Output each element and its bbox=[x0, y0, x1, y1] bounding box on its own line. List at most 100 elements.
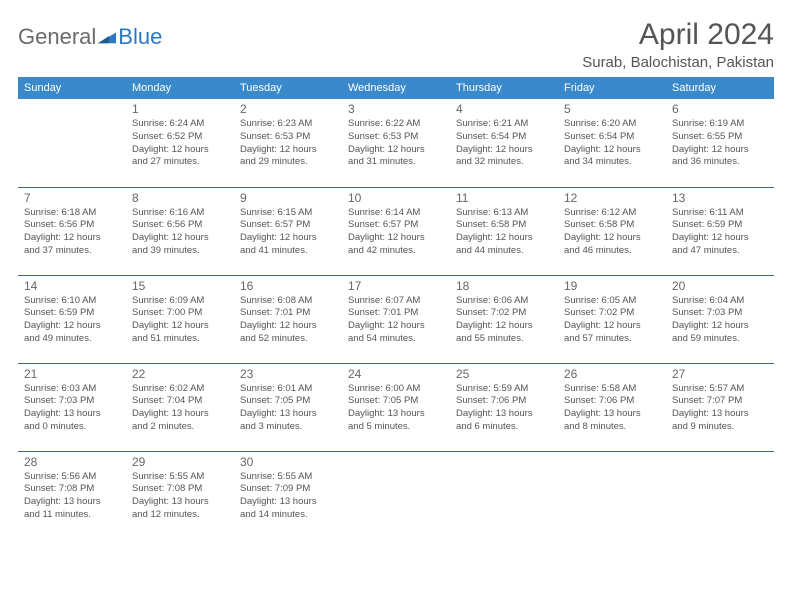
day-cell: 7 Sunrise: 6:18 AMSunset: 6:56 PMDaylight… bbox=[18, 187, 126, 275]
day-info-line: Daylight: 12 hours bbox=[456, 144, 552, 157]
day-info-line: Sunset: 6:52 PM bbox=[132, 131, 228, 144]
day-info-line: Sunrise: 6:03 AM bbox=[24, 383, 120, 396]
day-info-line: Sunset: 6:56 PM bbox=[132, 219, 228, 232]
day-cell: 3Sunrise: 6:22 AMSunset: 6:53 PMDaylight… bbox=[342, 99, 450, 187]
day-label: Monday bbox=[126, 77, 234, 99]
day-info-line: Sunrise: 6:15 AM bbox=[240, 207, 336, 220]
day-info-line: Sunset: 7:02 PM bbox=[564, 307, 660, 320]
day-info-line: Daylight: 13 hours bbox=[456, 408, 552, 421]
day-cell bbox=[666, 451, 774, 539]
week-row: 14Sunrise: 6:10 AMSunset: 6:59 PMDayligh… bbox=[18, 275, 774, 363]
day-cell: 18Sunrise: 6:06 AMSunset: 7:02 PMDayligh… bbox=[450, 275, 558, 363]
day-info: Sunrise: 6:18 AMSunset: 6:56 PMDaylight:… bbox=[24, 207, 120, 258]
day-info-line: Daylight: 12 hours bbox=[456, 232, 552, 245]
day-info-line: and 47 minutes. bbox=[672, 245, 768, 258]
day-info-line: Daylight: 12 hours bbox=[24, 320, 120, 333]
day-info-line: Daylight: 12 hours bbox=[348, 144, 444, 157]
day-info-line: Sunrise: 5:59 AM bbox=[456, 383, 552, 396]
day-info-line: Sunset: 6:54 PM bbox=[456, 131, 552, 144]
day-cell: 17Sunrise: 6:07 AMSunset: 7:01 PMDayligh… bbox=[342, 275, 450, 363]
day-info-line: Sunset: 6:57 PM bbox=[348, 219, 444, 232]
brand-part1: General bbox=[18, 24, 96, 50]
day-label: Saturday bbox=[666, 77, 774, 99]
day-info-line: Daylight: 13 hours bbox=[564, 408, 660, 421]
day-info-line: Sunset: 7:08 PM bbox=[24, 483, 120, 496]
day-info-line: and 0 minutes. bbox=[24, 421, 120, 434]
day-info-line: Sunrise: 6:12 AM bbox=[564, 207, 660, 220]
day-info-line: Sunset: 7:05 PM bbox=[240, 395, 336, 408]
day-number: 7 bbox=[24, 191, 120, 205]
day-number: 13 bbox=[672, 191, 768, 205]
day-cell: 13 Sunrise: 6:11 AMSunset: 6:59 PMDayligh… bbox=[666, 187, 774, 275]
day-info-line: and 29 minutes. bbox=[240, 156, 336, 169]
day-cell: 25Sunrise: 5:59 AMSunset: 7:06 PMDayligh… bbox=[450, 363, 558, 451]
day-info-line: and 11 minutes. bbox=[24, 509, 120, 522]
day-info: Sunrise: 6:05 AMSunset: 7:02 PMDaylight:… bbox=[564, 295, 660, 346]
day-info: Sunrise: 6:08 AMSunset: 7:01 PMDaylight:… bbox=[240, 295, 336, 346]
day-cell: 5Sunrise: 6:20 AMSunset: 6:54 PMDaylight… bbox=[558, 99, 666, 187]
day-cell: 8 Sunrise: 6:16 AMSunset: 6:56 PMDaylight… bbox=[126, 187, 234, 275]
day-info-line: Sunrise: 6:06 AM bbox=[456, 295, 552, 308]
day-number: 25 bbox=[456, 367, 552, 381]
day-cell bbox=[558, 451, 666, 539]
day-cell: 27Sunrise: 5:57 AMSunset: 7:07 PMDayligh… bbox=[666, 363, 774, 451]
day-number: 5 bbox=[564, 102, 660, 116]
day-number: 12 bbox=[564, 191, 660, 205]
day-info: Sunrise: 6:16 AMSunset: 6:56 PMDaylight:… bbox=[132, 207, 228, 258]
day-cell bbox=[450, 451, 558, 539]
day-number: 8 bbox=[132, 191, 228, 205]
day-info-line: Sunrise: 6:11 AM bbox=[672, 207, 768, 220]
day-number: 24 bbox=[348, 367, 444, 381]
week-row: 28Sunrise: 5:56 AMSunset: 7:08 PMDayligh… bbox=[18, 451, 774, 539]
day-info-line: Sunrise: 6:19 AM bbox=[672, 118, 768, 131]
day-info-line: Sunset: 7:07 PM bbox=[672, 395, 768, 408]
day-info: Sunrise: 6:23 AMSunset: 6:53 PMDaylight:… bbox=[240, 118, 336, 169]
day-number: 19 bbox=[564, 279, 660, 293]
day-cell: 11Sunrise: 6:13 AMSunset: 6:58 PMDayligh… bbox=[450, 187, 558, 275]
day-number: 29 bbox=[132, 455, 228, 469]
day-cell: 16Sunrise: 6:08 AMSunset: 7:01 PMDayligh… bbox=[234, 275, 342, 363]
day-number: 11 bbox=[456, 191, 552, 205]
day-info-line: Daylight: 12 hours bbox=[456, 320, 552, 333]
day-info-line: Sunset: 7:02 PM bbox=[456, 307, 552, 320]
day-number: 15 bbox=[132, 279, 228, 293]
day-info-line: Sunrise: 5:56 AM bbox=[24, 471, 120, 484]
day-info: Sunrise: 6:11 AMSunset: 6:59 PMDaylight:… bbox=[672, 207, 768, 258]
day-info-line: Sunrise: 6:13 AM bbox=[456, 207, 552, 220]
day-info-line: Sunset: 7:04 PM bbox=[132, 395, 228, 408]
day-info-line: Daylight: 13 hours bbox=[672, 408, 768, 421]
day-cell: 23 Sunrise: 6:01 AMSunset: 7:05 PMDayligh… bbox=[234, 363, 342, 451]
day-info: Sunrise: 6:03 AMSunset: 7:03 PMDaylight:… bbox=[24, 383, 120, 434]
day-cell: 29Sunrise: 5:55 AMSunset: 7:08 PMDayligh… bbox=[126, 451, 234, 539]
day-number: 27 bbox=[672, 367, 768, 381]
day-info-line: and 51 minutes. bbox=[132, 333, 228, 346]
day-info-line: and 46 minutes. bbox=[564, 245, 660, 258]
day-info-line: and 57 minutes. bbox=[564, 333, 660, 346]
day-info-line: Daylight: 12 hours bbox=[672, 144, 768, 157]
day-cell: 24Sunrise: 6:00 AMSunset: 7:05 PMDayligh… bbox=[342, 363, 450, 451]
day-info-line: Sunrise: 6:02 AM bbox=[132, 383, 228, 396]
day-info-line: and 54 minutes. bbox=[348, 333, 444, 346]
day-number: 23 bbox=[240, 367, 336, 381]
day-info-line: Daylight: 12 hours bbox=[132, 320, 228, 333]
day-info-line: and 34 minutes. bbox=[564, 156, 660, 169]
day-number: 20 bbox=[672, 279, 768, 293]
day-number: 14 bbox=[24, 279, 120, 293]
day-info-line: Sunrise: 6:05 AM bbox=[564, 295, 660, 308]
day-info-line: Sunrise: 6:08 AM bbox=[240, 295, 336, 308]
day-number: 22 bbox=[132, 367, 228, 381]
day-label: Thursday bbox=[450, 77, 558, 99]
day-info: Sunrise: 6:14 AMSunset: 6:57 PMDaylight:… bbox=[348, 207, 444, 258]
day-info-line: Daylight: 13 hours bbox=[24, 496, 120, 509]
day-info-line: Sunset: 6:59 PM bbox=[672, 219, 768, 232]
day-info: Sunrise: 6:01 AMSunset: 7:05 PMDaylight:… bbox=[240, 383, 336, 434]
day-info-line: Sunset: 6:58 PM bbox=[564, 219, 660, 232]
day-info-line: Daylight: 13 hours bbox=[132, 408, 228, 421]
day-info: Sunrise: 5:58 AMSunset: 7:06 PMDaylight:… bbox=[564, 383, 660, 434]
brand-part2: Blue bbox=[118, 24, 162, 50]
day-info-line: Daylight: 13 hours bbox=[132, 496, 228, 509]
day-number: 1 bbox=[132, 102, 228, 116]
day-info-line: Sunset: 6:57 PM bbox=[240, 219, 336, 232]
day-info: Sunrise: 6:21 AMSunset: 6:54 PMDaylight:… bbox=[456, 118, 552, 169]
day-number: 9 bbox=[240, 191, 336, 205]
